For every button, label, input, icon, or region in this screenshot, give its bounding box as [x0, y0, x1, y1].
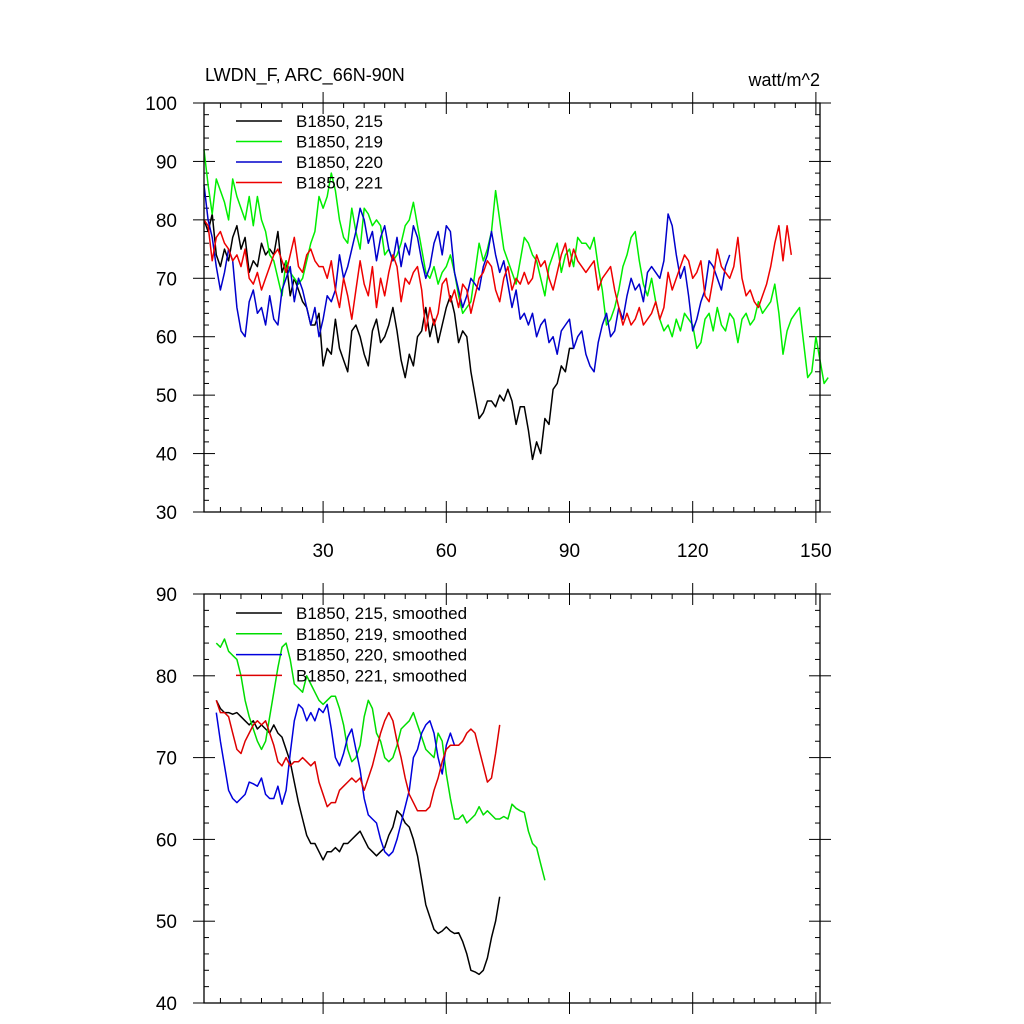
y-tick-label: 60: [156, 830, 177, 851]
bottom-series-group: [215, 638, 546, 976]
legend-label: B1850, 215, smoothed: [296, 604, 467, 623]
y-tick-label: 90: [156, 585, 177, 606]
x-tick-label: 120: [677, 541, 709, 562]
y-tick-label: 80: [156, 667, 177, 688]
bottom-legend: B1850, 215, smoothed B1850, 219, smoothed…: [236, 604, 467, 685]
y-tick-label: 90: [156, 152, 177, 173]
top-series-group: [203, 149, 829, 461]
series-line-1: [203, 213, 574, 461]
series-line-4: [215, 700, 501, 812]
y-tick-label: 100: [145, 94, 177, 115]
chart-title: LWDN_F, ARC_66N-90N: [205, 65, 405, 86]
series-line-3: [203, 184, 731, 373]
y-tick-label: 70: [156, 269, 177, 290]
y-tick-label: 50: [156, 912, 177, 933]
legend-label: B1850, 221: [296, 174, 383, 193]
legend-label: B1850, 219: [296, 133, 383, 152]
series-line-4: [203, 219, 793, 332]
x-tick-label: 90: [559, 541, 580, 562]
series-line-3: [215, 703, 459, 857]
top-panel: LWDN_F, ARC_66N-90N watt/m^2 30 60 90 120 15…: [145, 65, 831, 562]
legend-label: B1850, 219, smoothed: [296, 625, 467, 644]
y-tick-label: 40: [156, 445, 177, 466]
x-tick-label: 150: [800, 541, 832, 562]
legend-label: B1850, 220: [296, 153, 383, 172]
series-line-1: [215, 699, 501, 976]
y-tick-label: 30: [156, 503, 177, 524]
y-tick-label: 60: [156, 328, 177, 349]
bottom-axis-ticks: 40 50 60 70 80 90: [156, 583, 831, 1015]
series-line-2: [203, 149, 829, 385]
series-line-2: [215, 638, 546, 881]
legend-label: B1850, 220, smoothed: [296, 646, 467, 665]
y-tick-label: 40: [156, 994, 177, 1015]
x-tick-label: 30: [313, 541, 334, 562]
y-tick-label: 50: [156, 386, 177, 407]
legend-label: B1850, 215: [296, 112, 383, 131]
y-tick-label: 80: [156, 211, 177, 232]
bottom-plot-frame: [203, 593, 821, 1004]
legend-label: B1850, 221, smoothed: [296, 666, 467, 685]
top-axis-ticks: 30 60 90 120 150 30 40 50 60 70 80 90 100: [145, 92, 832, 562]
top-plot-frame: [203, 102, 821, 513]
y-tick-label: 70: [156, 749, 177, 770]
x-tick-label: 60: [436, 541, 457, 562]
units-label: watt/m^2: [748, 70, 820, 90]
